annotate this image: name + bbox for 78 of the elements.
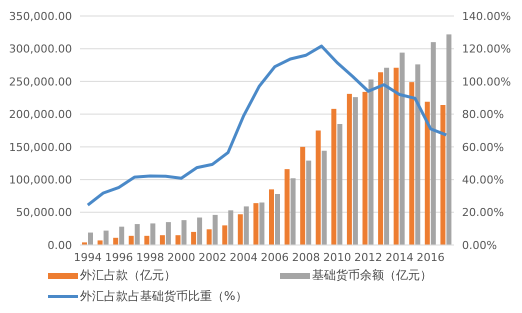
bar (88, 232, 93, 245)
bar (362, 92, 368, 245)
y2-tick-label: 100.00% (462, 75, 511, 88)
bar (269, 189, 274, 245)
bar (409, 82, 414, 245)
y-tick-label: 300,000.00 (9, 42, 72, 56)
x-tick-label: 1998 (136, 250, 164, 264)
bar (191, 232, 196, 245)
legend-label: 外汇占款占基础货币比重（%） (80, 288, 248, 305)
bar (322, 150, 327, 245)
bar (244, 206, 249, 245)
y-tick-label: 50,000.00 (16, 206, 72, 220)
x-tick-label: 2000 (167, 250, 196, 264)
line-series (86, 44, 448, 207)
x-tick-label: 1994 (74, 250, 102, 264)
y2-tick-label: 20.00% (462, 206, 504, 220)
bar (284, 169, 290, 245)
bar (378, 72, 384, 245)
bar (166, 222, 171, 245)
bar (259, 202, 264, 245)
bar (238, 214, 243, 245)
bar (306, 160, 312, 245)
bar (316, 130, 321, 245)
bar (446, 34, 452, 245)
bar (440, 104, 446, 245)
bar (352, 97, 358, 245)
y-tick-label: 100,000.00 (9, 173, 72, 186)
bar (400, 52, 405, 245)
bar (430, 42, 436, 245)
bar (300, 146, 306, 245)
x-tick-label: 2006 (260, 250, 289, 264)
x-tick-label: 2016 (416, 250, 445, 264)
bar (253, 203, 258, 245)
bar (182, 220, 186, 245)
bar (384, 68, 390, 245)
bar (290, 178, 296, 245)
x-tick-label: 2014 (385, 250, 414, 264)
bar (197, 218, 202, 245)
bar (176, 235, 180, 245)
y2-tick-label: 120.00% (462, 42, 511, 56)
legend-label: 基础货币余额（亿元） (312, 267, 432, 284)
y-tick-label: 250,000.00 (9, 75, 72, 88)
x-tick-label: 2002 (198, 250, 226, 264)
bar (337, 124, 342, 245)
y2-tick-label: 60.00% (462, 140, 504, 154)
x-tick-label: 2008 (292, 250, 320, 264)
bar (228, 210, 234, 245)
y-tick-label: 350,000.00 (9, 10, 72, 23)
x-tick-label: 2010 (323, 250, 352, 264)
bar (128, 236, 134, 245)
bar (368, 79, 374, 245)
bar (424, 102, 430, 245)
bar (415, 64, 420, 245)
y2-tick-label: 40.00% (462, 173, 504, 186)
bar (144, 236, 150, 245)
bar (331, 108, 336, 245)
bar (222, 225, 228, 245)
bar (113, 238, 118, 245)
x-tick-label: 2012 (354, 250, 382, 264)
y2-tick-label: 80.00% (462, 108, 504, 122)
legend-label: 外汇占款（亿元） (80, 267, 176, 284)
bar (134, 224, 140, 245)
bar (206, 229, 212, 245)
y-tick-label: 200,000.00 (9, 108, 72, 122)
bar (104, 230, 109, 245)
bar (119, 226, 124, 245)
x-tick-label: 2004 (230, 250, 258, 264)
bar (160, 235, 165, 245)
y-tick-label: 150,000.00 (9, 140, 72, 154)
bar (212, 214, 218, 245)
y-tick-label: 0.00 (48, 238, 72, 252)
y2-tick-label: 140.00% (462, 10, 511, 23)
bar (275, 194, 280, 245)
y2-tick-label: 0.00% (462, 238, 497, 252)
x-tick-label: 1996 (104, 250, 133, 264)
bar (394, 68, 399, 245)
bar (150, 223, 156, 245)
bar (346, 94, 352, 245)
